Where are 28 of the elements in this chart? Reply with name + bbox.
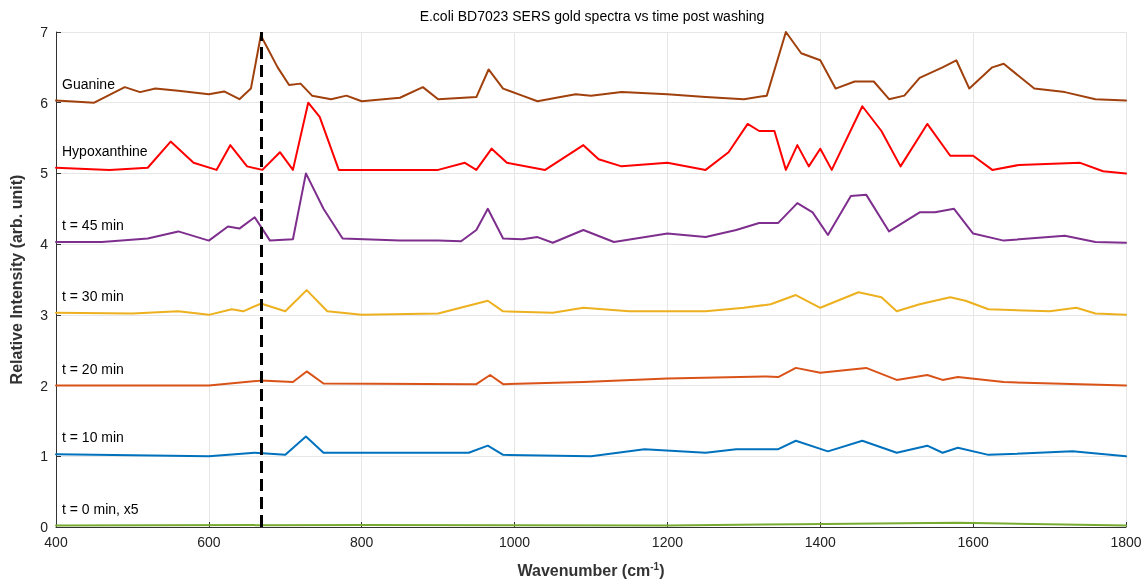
- line-series: [55, 289, 1127, 316]
- line-series: [55, 172, 1127, 244]
- series-label: t = 0 min, x5: [62, 500, 139, 517]
- y-tick-label: 7: [40, 24, 49, 40]
- x-tick-label: 1400: [804, 534, 837, 550]
- y-axis-title: Relative Intensity (arb. unit): [7, 174, 25, 385]
- x-tick-label: 600: [197, 534, 221, 550]
- y-tick-label: 6: [40, 94, 49, 111]
- y-tick-label: 0: [40, 519, 49, 535]
- series-label: Guanine: [62, 75, 116, 92]
- line-series: [55, 101, 1127, 175]
- chart-title: E.coli BD7023 SERS gold spectra vs time post washing: [419, 8, 765, 24]
- series-label: t = 20 min: [62, 360, 124, 377]
- x-tick-label: 1600: [957, 534, 989, 550]
- x-tick-label: 400: [44, 534, 68, 550]
- series-label: t = 30 min: [62, 287, 124, 304]
- x-tick-label: 800: [350, 534, 374, 550]
- series-label: t = 45 min: [62, 217, 124, 234]
- y-tick-label: 1: [40, 448, 49, 465]
- x-tick-label: 1800: [1110, 534, 1142, 550]
- y-tick-label: 2: [40, 377, 49, 394]
- series-label: t = 10 min: [62, 429, 124, 446]
- y-tick-label: 5: [40, 165, 49, 182]
- y-tick-label: 4: [40, 236, 49, 253]
- y-tick-label: 3: [40, 306, 49, 323]
- x-tick-label: 1000: [498, 534, 531, 550]
- x-tick-label: 1200: [651, 534, 684, 550]
- series-label: Hypoxanthine: [62, 142, 148, 159]
